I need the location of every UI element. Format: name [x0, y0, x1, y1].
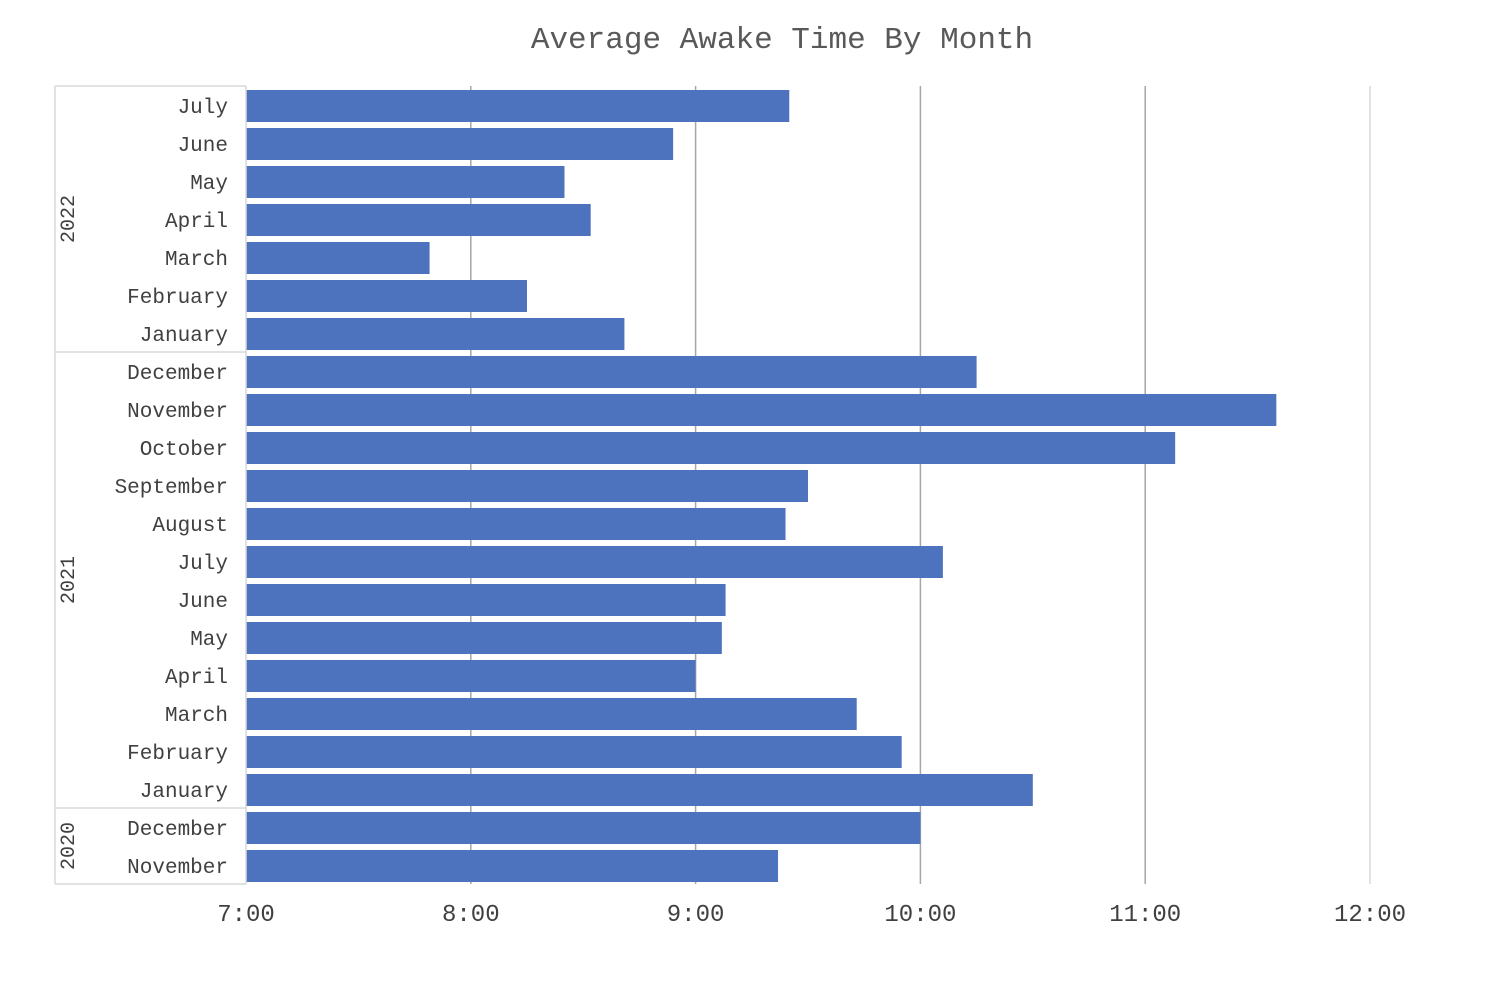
- category-label: August: [152, 515, 228, 538]
- category-label: May: [190, 629, 228, 652]
- category-label: December: [127, 363, 228, 386]
- category-label: September: [115, 477, 228, 500]
- category-label: November: [127, 857, 228, 880]
- bar: [246, 584, 726, 616]
- year-label: 2021: [58, 556, 81, 604]
- x-tick-label: 10:00: [884, 902, 956, 929]
- category-label: April: [165, 211, 228, 234]
- bar: [246, 90, 790, 122]
- category-label: December: [127, 819, 228, 842]
- category-label: May: [190, 173, 228, 196]
- year-label: 2020: [58, 822, 81, 870]
- category-label: July: [178, 97, 228, 120]
- bar: [246, 242, 430, 274]
- bar: [246, 508, 786, 540]
- x-tick-label: 11:00: [1109, 902, 1181, 929]
- category-label: July: [178, 553, 228, 576]
- bar: [246, 166, 565, 198]
- bar: [246, 660, 696, 692]
- bar: [246, 622, 722, 654]
- x-tick-labels: 7:00 8:00 9:00 10:00 11:00 12:00: [217, 902, 1406, 929]
- category-label: March: [165, 249, 228, 272]
- category-label: June: [178, 591, 228, 614]
- bar: [246, 128, 674, 160]
- chart-title: Average Awake Time By Month: [531, 23, 1033, 58]
- bar: [246, 470, 808, 502]
- bar: [246, 546, 943, 578]
- category-label: January: [140, 325, 228, 348]
- bar: [246, 736, 902, 768]
- bars: [246, 90, 1277, 882]
- bar: [246, 812, 921, 844]
- category-label: November: [127, 401, 228, 424]
- category-label: June: [178, 135, 228, 158]
- bar: [246, 774, 1033, 806]
- x-tick-label: 8:00: [442, 902, 500, 929]
- x-tick-label: 12:00: [1334, 902, 1406, 929]
- bar: [246, 280, 527, 312]
- category-label: April: [165, 667, 228, 690]
- category-labels: July June May April March February January Dece…: [115, 97, 228, 880]
- bar: [246, 394, 1277, 426]
- x-tick-label: 7:00: [217, 902, 275, 929]
- year-labels: 2022 2021 2020: [58, 195, 81, 870]
- bar: [246, 432, 1176, 464]
- year-label: 2022: [58, 195, 81, 243]
- category-label: February: [127, 743, 228, 766]
- category-label: October: [140, 439, 228, 462]
- bar: [246, 356, 977, 388]
- axes: [54, 85, 247, 885]
- x-tick-label: 9:00: [667, 902, 725, 929]
- category-label: February: [127, 287, 228, 310]
- bar: [246, 698, 857, 730]
- bar: [246, 850, 779, 882]
- bar: [246, 318, 625, 350]
- category-label: January: [140, 781, 228, 804]
- category-label: March: [165, 705, 228, 728]
- bar: [246, 204, 591, 236]
